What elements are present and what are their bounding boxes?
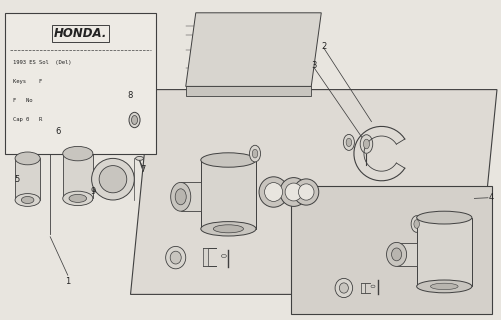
Ellipse shape bbox=[200, 153, 256, 167]
Polygon shape bbox=[361, 283, 365, 293]
Ellipse shape bbox=[339, 283, 348, 293]
Ellipse shape bbox=[346, 138, 351, 147]
Ellipse shape bbox=[69, 194, 87, 203]
Ellipse shape bbox=[343, 134, 354, 150]
Ellipse shape bbox=[252, 149, 258, 158]
Ellipse shape bbox=[360, 135, 372, 153]
Polygon shape bbox=[185, 13, 321, 86]
Polygon shape bbox=[15, 158, 40, 200]
Ellipse shape bbox=[165, 246, 185, 269]
Ellipse shape bbox=[413, 220, 419, 228]
Polygon shape bbox=[180, 182, 200, 211]
Ellipse shape bbox=[15, 194, 40, 206]
Ellipse shape bbox=[63, 191, 93, 206]
Ellipse shape bbox=[264, 183, 282, 201]
Ellipse shape bbox=[416, 211, 471, 224]
Polygon shape bbox=[63, 154, 93, 198]
Ellipse shape bbox=[175, 189, 186, 205]
Ellipse shape bbox=[129, 112, 140, 128]
Polygon shape bbox=[396, 243, 416, 266]
Ellipse shape bbox=[15, 152, 40, 165]
Ellipse shape bbox=[363, 139, 369, 149]
Polygon shape bbox=[185, 86, 311, 96]
Bar bbox=[5, 13, 155, 154]
Polygon shape bbox=[416, 218, 471, 286]
Text: Cap 0   R: Cap 0 R bbox=[13, 117, 42, 123]
Ellipse shape bbox=[21, 196, 34, 204]
Text: 6: 6 bbox=[55, 127, 60, 136]
Ellipse shape bbox=[221, 254, 226, 258]
Text: 3: 3 bbox=[311, 61, 316, 70]
Ellipse shape bbox=[170, 182, 190, 211]
Ellipse shape bbox=[416, 280, 471, 293]
Ellipse shape bbox=[135, 156, 143, 160]
Ellipse shape bbox=[131, 116, 137, 124]
Ellipse shape bbox=[410, 216, 421, 232]
Text: 7: 7 bbox=[140, 165, 145, 174]
Text: HONDA.: HONDA. bbox=[54, 27, 107, 40]
Ellipse shape bbox=[259, 177, 288, 207]
Text: F   No: F No bbox=[13, 98, 32, 103]
Text: 1: 1 bbox=[65, 277, 70, 286]
Ellipse shape bbox=[200, 221, 256, 236]
Ellipse shape bbox=[99, 166, 126, 193]
Text: 5: 5 bbox=[14, 175, 19, 184]
Ellipse shape bbox=[63, 147, 93, 161]
Ellipse shape bbox=[430, 283, 457, 290]
Text: Keys    F: Keys F bbox=[13, 79, 42, 84]
Text: 4: 4 bbox=[487, 193, 492, 202]
Text: 9: 9 bbox=[90, 188, 95, 196]
Ellipse shape bbox=[386, 243, 406, 266]
Polygon shape bbox=[200, 160, 256, 229]
Ellipse shape bbox=[91, 158, 134, 200]
Text: 2: 2 bbox=[321, 42, 326, 51]
Polygon shape bbox=[203, 248, 208, 266]
Ellipse shape bbox=[298, 184, 314, 200]
Text: 1993 ES Sol  (Del): 1993 ES Sol (Del) bbox=[13, 60, 71, 65]
Ellipse shape bbox=[370, 285, 374, 288]
Polygon shape bbox=[130, 90, 496, 294]
Polygon shape bbox=[291, 186, 491, 314]
Ellipse shape bbox=[335, 278, 352, 298]
Ellipse shape bbox=[280, 178, 307, 206]
Ellipse shape bbox=[391, 248, 401, 261]
Ellipse shape bbox=[170, 251, 181, 264]
Text: 8: 8 bbox=[128, 92, 133, 100]
Ellipse shape bbox=[285, 183, 302, 201]
Ellipse shape bbox=[249, 145, 260, 162]
Ellipse shape bbox=[293, 179, 318, 205]
Ellipse shape bbox=[213, 225, 243, 233]
